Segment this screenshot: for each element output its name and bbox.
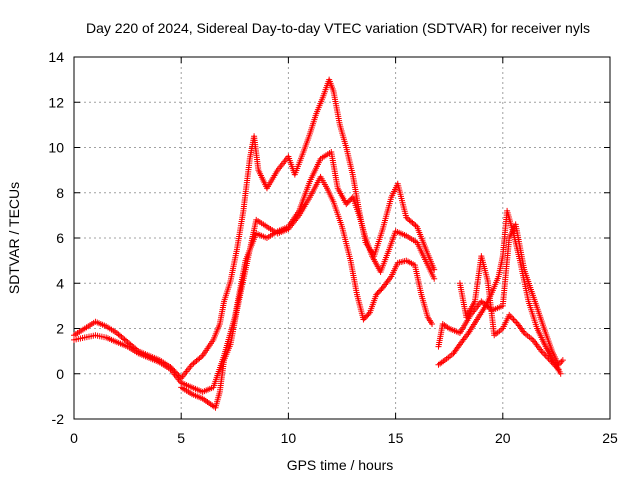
data-point-marker xyxy=(361,315,368,322)
y-tick-label: 14 xyxy=(48,49,64,65)
data-point-marker xyxy=(374,290,381,297)
x-tick-label: 20 xyxy=(495,430,511,446)
y-tick-label: 8 xyxy=(56,185,64,201)
y-tick-label: 4 xyxy=(56,275,64,291)
data-point-marker xyxy=(375,288,382,295)
data-point-marker xyxy=(347,196,354,203)
x-tick-label: 10 xyxy=(281,430,297,446)
y-tick-label: 2 xyxy=(56,321,64,337)
x-tick-label: 5 xyxy=(177,430,185,446)
y-axis-label: SDTVAR / TECUs xyxy=(6,182,22,294)
data-point-marker xyxy=(377,287,384,294)
data-point-marker xyxy=(511,317,518,324)
data-point-marker xyxy=(557,370,564,377)
data-point-marker xyxy=(344,199,351,206)
data-point-marker xyxy=(365,311,372,318)
axis-ticks: 0 5 10 15 20 25 -2 0 2 4 6 8 10 12 14 xyxy=(48,49,618,446)
data-point-marker xyxy=(431,275,438,282)
data-point-marker xyxy=(378,286,385,293)
data-point-marker xyxy=(559,357,566,364)
y-tick-label: 0 xyxy=(56,366,64,382)
data-point-marker xyxy=(509,314,516,321)
data-point-marker xyxy=(363,313,370,320)
data-point-marker xyxy=(373,291,380,298)
y-tick-label: -2 xyxy=(52,411,65,427)
x-tick-label: 0 xyxy=(70,430,78,446)
data-point-marker xyxy=(364,312,371,319)
grid-lines xyxy=(74,57,610,419)
data-point-marker xyxy=(510,316,517,323)
data-point-marker xyxy=(558,358,565,365)
data-point-marker xyxy=(555,366,562,373)
x-tick-label: 15 xyxy=(388,430,404,446)
data-point-marker xyxy=(431,266,438,273)
data-point-marker xyxy=(360,316,367,323)
y-tick-label: 10 xyxy=(48,140,64,156)
data-point-marker xyxy=(345,198,352,205)
data-point-marker xyxy=(343,201,350,208)
data-points xyxy=(71,76,566,411)
y-tick-label: 12 xyxy=(48,94,64,110)
chart-title: Day 220 of 2024, Sidereal Day-to-day VTE… xyxy=(86,20,590,36)
x-tick-label: 25 xyxy=(602,430,618,446)
data-point-marker xyxy=(429,320,436,327)
x-axis-label: GPS time / hours xyxy=(287,457,394,473)
y-tick-label: 6 xyxy=(56,230,64,246)
